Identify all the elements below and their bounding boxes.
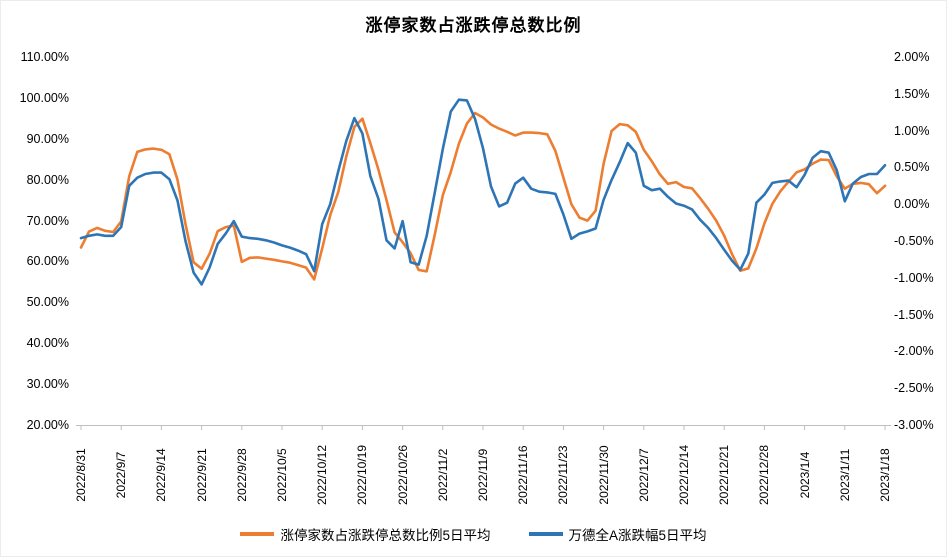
chart-title: 涨停家数占涨跌停总数比例	[365, 16, 582, 35]
x-tick-label: 2022/9/21	[194, 448, 209, 502]
left-y-tick-label: 60.00%	[26, 254, 69, 269]
legend-item: 万德全A涨跌幅5日平均	[528, 524, 707, 544]
series-line-ratio	[79, 111, 887, 281]
x-tick-label: 2022/8/31	[74, 448, 88, 502]
left-y-tick-label: 110.00%	[20, 50, 69, 64]
right-y-tick-label: 1.00%	[894, 123, 930, 138]
right-y-tick-label: -0.50%	[894, 234, 934, 248]
right-y-tick-label: -1.00%	[894, 270, 934, 285]
left-y-tick-label: 30.00%	[26, 377, 69, 392]
right-y-tick-label: 2.00%	[894, 50, 930, 64]
left-y-tick-label: 70.00%	[26, 213, 69, 228]
legend-line-swatch-icon	[528, 532, 563, 536]
left-y-tick-label: 50.00%	[26, 295, 69, 310]
series-line-wind-index	[79, 98, 887, 286]
left-y-tick-label: 90.00%	[26, 131, 69, 146]
x-tick-label: 2022/12/21	[717, 444, 732, 506]
right-y-tick-label: -2.00%	[894, 344, 934, 359]
right-y-tick-label: -1.50%	[894, 307, 934, 322]
x-tick-label: 2022/10/5	[275, 448, 289, 502]
x-tick-label: 2022/11/9	[476, 448, 490, 502]
x-tick-label: 2022/9/7	[114, 451, 129, 499]
x-tick-label: 2022/10/19	[355, 444, 370, 506]
legend-label: 涨停家数占涨跌停总数比例5日平均	[280, 528, 491, 543]
x-tick-label: 2022/11/30	[596, 445, 611, 505]
x-tick-label: 2022/12/28	[757, 444, 772, 506]
left-y-tick-label: 80.00%	[26, 172, 69, 187]
x-tick-label: 2023/1/11	[837, 448, 852, 502]
right-y-tick-label: 1.50%	[894, 86, 930, 101]
legend-label: 万德全A涨跌幅5日平均	[568, 528, 707, 543]
left-y-tick-label: 100.00%	[19, 90, 69, 105]
legend: 涨停家数占涨跌停总数比例5日平均 万德全A涨跌幅5日平均	[1, 524, 946, 544]
x-tick-label: 2022/11/16	[516, 445, 531, 505]
x-tick-label: 2022/12/14	[677, 444, 691, 506]
legend-item: 涨停家数占涨跌停总数比例5日平均	[240, 524, 491, 544]
right-y-tick-label: 0.50%	[894, 160, 930, 175]
x-tick-label: 2022/9/14	[154, 448, 169, 502]
legend-line-swatch-icon	[240, 532, 275, 536]
right-y-tick-label: -2.50%	[894, 381, 934, 396]
left-y-tick-label: 40.00%	[26, 336, 69, 351]
x-tick-label: 2022/11/2	[435, 448, 450, 502]
x-tick-label: 2022/9/28	[234, 448, 249, 502]
x-tick-label: 2022/10/12	[315, 444, 330, 506]
left-y-tick-label: 20.00%	[26, 418, 69, 432]
right-y-tick-label: 0.00%	[894, 197, 930, 212]
x-tick-label: 2022/11/23	[556, 445, 571, 505]
x-tick-label: 2023/1/18	[878, 448, 892, 502]
x-tick-label: 2022/12/7	[636, 448, 651, 502]
x-tick-label: 2022/10/26	[395, 444, 410, 506]
right-y-tick-label: -3.00%	[894, 418, 934, 432]
x-tick-label: 2023/1/4	[797, 451, 812, 499]
